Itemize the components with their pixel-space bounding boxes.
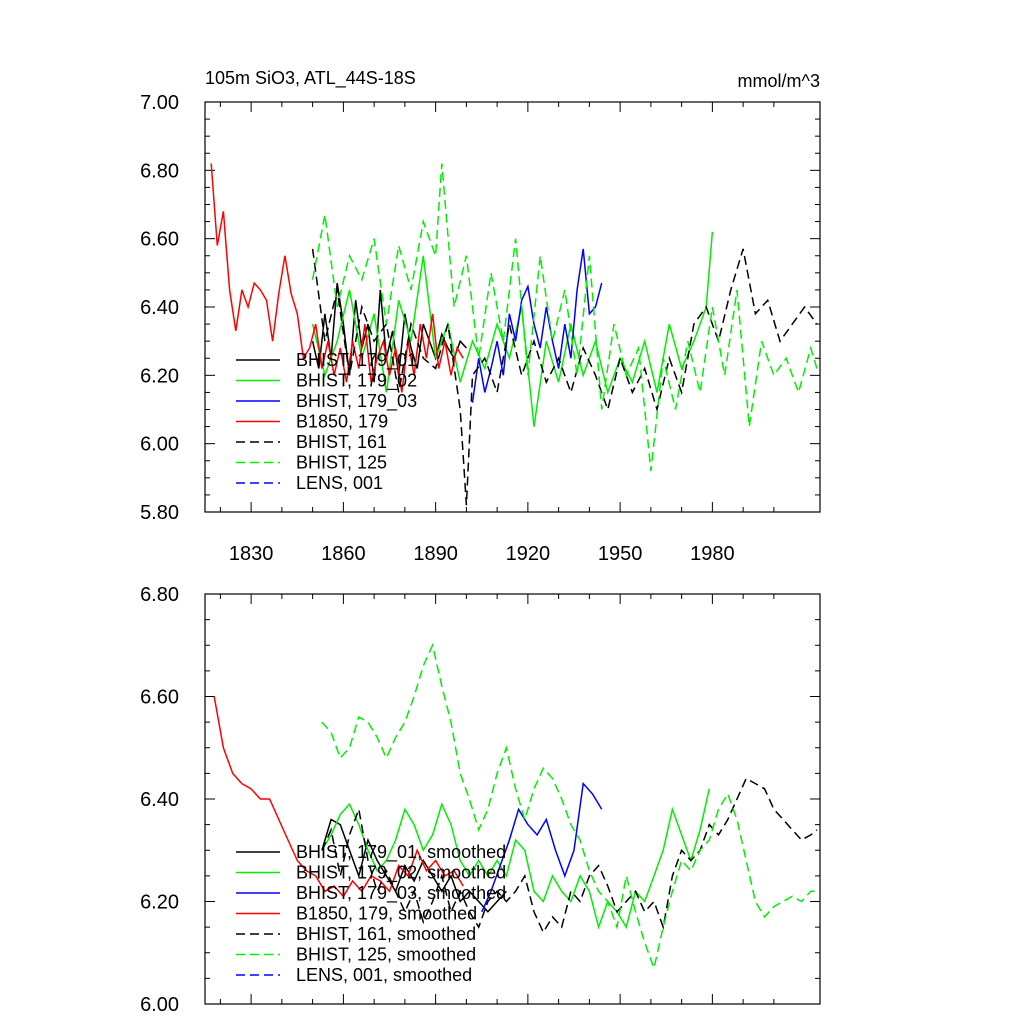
y-tick-label: 7.00 — [140, 92, 179, 114]
units-label: mmol/m^3 — [738, 71, 820, 91]
series-line — [471, 248, 603, 403]
legend-label: BHIST, 179_02 — [296, 371, 417, 392]
legend-label: BHIST, 179_01 — [296, 350, 417, 371]
series-line — [311, 231, 714, 427]
y-tick-label: 6.00 — [140, 434, 179, 456]
series-line — [321, 818, 507, 913]
legend-label: BHIST, 125, smoothed — [296, 945, 476, 965]
series-line — [321, 777, 818, 934]
legend-label: BHIST, 179_01, smoothed — [296, 842, 506, 863]
y-tick-label: 6.60 — [140, 229, 179, 251]
series-line — [213, 696, 464, 898]
legend-label: BHIST, 179_03 — [296, 391, 417, 412]
series-line — [311, 248, 818, 506]
legend-label: BHIST, 179_02, smoothed — [296, 863, 506, 884]
series-line — [210, 163, 464, 393]
top-panel: 5.80 6.00 6.20 6.40 6.60 6.80 7.00 1830 1860 1890… — [140, 92, 821, 565]
series-line — [481, 781, 603, 913]
legend-label: BHIST, 125 — [296, 453, 387, 473]
y-tick-label: 6.40 — [140, 297, 179, 319]
y-tick-label: 5.80 — [140, 502, 179, 524]
x-tick-label: 1860 — [321, 543, 366, 565]
legend-label: LENS, 001 — [296, 473, 383, 493]
chart-title: 105m SiO3, ATL_44S-18S — [205, 68, 416, 89]
series-line — [321, 788, 711, 930]
x-tick-label: 1950 — [598, 543, 643, 565]
x-tick-label: 1980 — [690, 543, 735, 565]
y-tick-label: 6.80 — [140, 160, 179, 182]
x-tick-label: 1830 — [229, 543, 274, 565]
y-tick-label: 6.60 — [140, 687, 179, 709]
series-line — [321, 642, 817, 971]
bottom-panel: 6.00 6.20 6.40 6.60 6.80 BHIST, 179_01, smoot… — [140, 584, 821, 1016]
x-tick-label: 1890 — [413, 543, 458, 565]
y-tick-label: 6.20 — [140, 892, 179, 914]
legend-label: BHIST, 161 — [296, 432, 387, 452]
y-tick-label: 6.40 — [140, 789, 179, 811]
legend-label: B1850, 179, smoothed — [296, 904, 477, 924]
series-line — [311, 163, 818, 472]
legend-label: B1850, 179 — [296, 412, 388, 432]
y-tick-label: 6.20 — [140, 365, 179, 387]
legend-label: BHIST, 161, smoothed — [296, 924, 476, 944]
legend-label: LENS, 001, smoothed — [296, 965, 472, 985]
legend-label: BHIST, 179_03, smoothed — [296, 883, 506, 904]
y-tick-label: 6.80 — [140, 584, 179, 606]
y-tick-label: 6.00 — [140, 994, 179, 1016]
x-tick-label: 1920 — [506, 543, 551, 565]
